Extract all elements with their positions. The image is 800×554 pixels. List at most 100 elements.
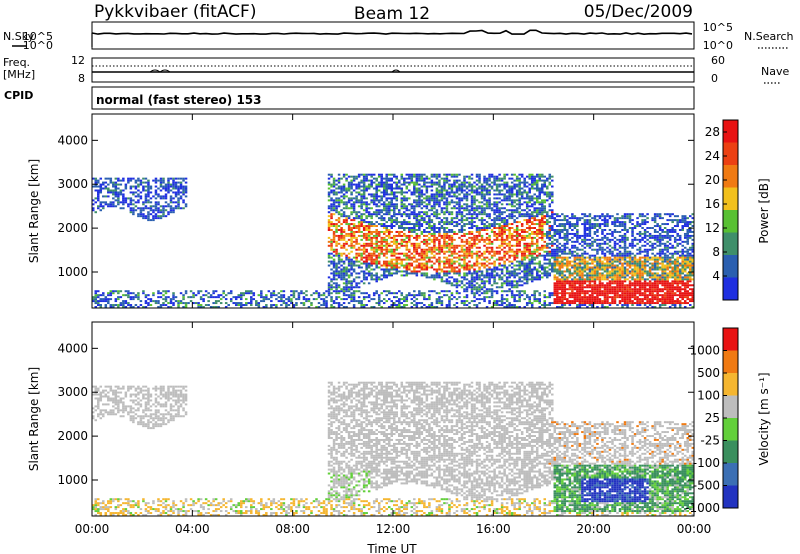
power-cell <box>483 211 486 214</box>
power-cell <box>405 298 409 301</box>
power-cell <box>488 250 491 253</box>
power-cell <box>350 292 353 295</box>
power-cell <box>305 290 308 293</box>
power-cell <box>465 274 469 277</box>
power-cell <box>97 290 100 293</box>
power-cell <box>528 225 531 228</box>
power-cell <box>167 306 170 308</box>
power-cell <box>470 223 474 226</box>
power-cell <box>332 248 336 251</box>
power-cell <box>387 274 391 277</box>
power-cell <box>581 274 584 277</box>
power-cell <box>540 246 544 249</box>
power-cell <box>247 302 251 305</box>
power-cell <box>478 268 481 271</box>
power-cell <box>257 306 261 308</box>
power-cell <box>508 240 511 243</box>
power-cell <box>576 248 579 251</box>
power-cell <box>463 284 466 287</box>
power-cell <box>591 300 594 303</box>
power-cell <box>463 209 466 212</box>
power-cell <box>423 205 426 208</box>
power-cell <box>533 256 536 259</box>
power-cell <box>375 264 378 267</box>
power-cell <box>430 260 434 263</box>
power-cell <box>465 219 469 222</box>
power-cell <box>390 193 393 196</box>
power-cell <box>159 185 163 188</box>
power-cell <box>533 217 536 220</box>
power-cell <box>270 294 273 297</box>
power-cell <box>435 236 439 239</box>
power-cell <box>535 250 539 253</box>
power-cell <box>453 260 456 263</box>
power-cell <box>327 256 331 259</box>
power-cell <box>566 266 569 269</box>
power-cell <box>593 264 597 267</box>
power-cell <box>500 244 504 247</box>
power-cell <box>490 290 494 293</box>
power-cell <box>473 292 476 295</box>
power-cell <box>345 232 348 235</box>
power-cell <box>581 296 584 299</box>
power-cell <box>340 298 343 301</box>
power-cell <box>327 294 331 297</box>
power-cell <box>403 227 406 229</box>
power-cell <box>393 181 396 184</box>
power-cell <box>548 191 552 194</box>
power-cell <box>468 193 471 196</box>
power-cell <box>568 217 572 220</box>
power-cell <box>493 217 496 220</box>
power-cell <box>490 228 494 231</box>
power-cell <box>515 175 519 178</box>
power-cell <box>445 258 449 261</box>
power-cell <box>418 173 421 176</box>
power-cell <box>450 217 454 220</box>
nave-label: Nave <box>761 65 789 78</box>
power-cell <box>345 179 348 182</box>
power-cell <box>591 278 594 281</box>
power-cell <box>172 211 175 214</box>
power-cell <box>508 213 511 216</box>
power-cell <box>337 236 341 239</box>
power-cell <box>450 230 454 233</box>
power-cell <box>393 191 396 194</box>
power-cell <box>556 244 559 247</box>
power-cell <box>543 215 547 218</box>
power-cell <box>498 252 501 255</box>
power-cell <box>561 219 564 222</box>
power-cell <box>375 266 378 269</box>
power-cell <box>440 270 444 273</box>
power-cell <box>530 179 534 182</box>
power-cell <box>312 298 316 301</box>
power-cell <box>423 177 426 180</box>
power-cell <box>513 298 516 301</box>
power-cell <box>390 225 393 228</box>
power-cell <box>563 219 567 222</box>
power-cell <box>375 290 378 293</box>
power-cell <box>415 175 419 178</box>
power-cell <box>533 258 536 261</box>
power-cell <box>528 209 531 212</box>
power-cell <box>450 294 454 297</box>
power-cell <box>440 185 444 188</box>
power-cell <box>455 197 459 200</box>
power-cell <box>530 276 534 279</box>
power-cell <box>515 284 519 287</box>
power-cell <box>332 264 336 267</box>
power-cell <box>443 173 446 176</box>
power-cell <box>385 242 388 245</box>
power-cell <box>485 306 489 308</box>
power-cell <box>415 302 419 305</box>
power-cell <box>375 302 378 305</box>
power-cell <box>463 250 466 253</box>
freq-wiggle-1 <box>149 69 171 73</box>
power-cell <box>149 298 153 301</box>
power-cell <box>327 288 331 291</box>
power-cell <box>352 278 356 281</box>
power-cell <box>566 292 569 295</box>
power-cell <box>518 205 521 208</box>
power-cell <box>556 230 559 233</box>
power-cell <box>443 185 446 188</box>
power-cell <box>413 266 416 269</box>
